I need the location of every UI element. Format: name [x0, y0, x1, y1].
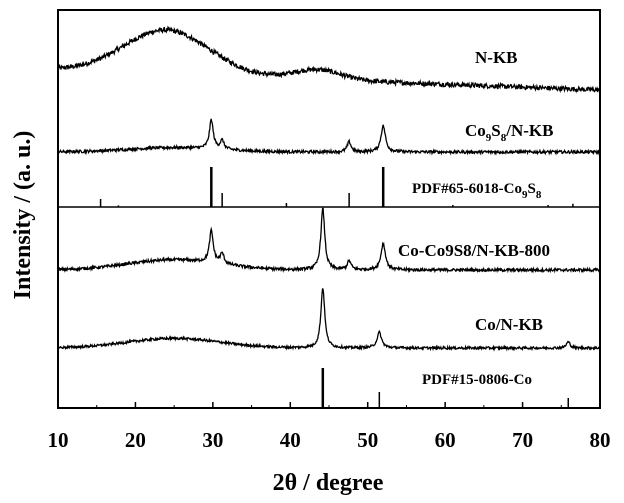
series-line-1 [58, 28, 600, 92]
series-line-3 [58, 208, 600, 271]
x-axis-title: 2θ / degree [273, 470, 384, 496]
x-tick-label: 60 [435, 428, 456, 452]
x-tick-label: 30 [202, 428, 223, 452]
x-tick-label: 10 [48, 428, 69, 452]
series-label-co-co9s8-nkb-800: Co-Co9S8/N-KB-800 [398, 241, 550, 260]
x-tick-label: 20 [125, 428, 146, 452]
y-axis-title: Intensity / (a. u.) [10, 131, 36, 300]
x-tick-label: 40 [280, 428, 301, 452]
series-label-co9s8-nkb: Co9S8/N-KB [465, 121, 553, 144]
x-tick-label: 70 [512, 428, 533, 452]
series-label-nkb: N-KB [475, 48, 518, 67]
reference-label-co: PDF#15-0806-Co [422, 372, 532, 388]
x-tick-label: 50 [357, 428, 378, 452]
series-label-co-nkb: Co/N-KB [475, 315, 543, 334]
reference-label-co9s8: PDF#65-6018-Co9S8 [412, 181, 542, 201]
x-axis-tick-labels: 10 20 30 40 50 60 70 80 [48, 428, 611, 452]
x-tick-label: 80 [590, 428, 611, 452]
